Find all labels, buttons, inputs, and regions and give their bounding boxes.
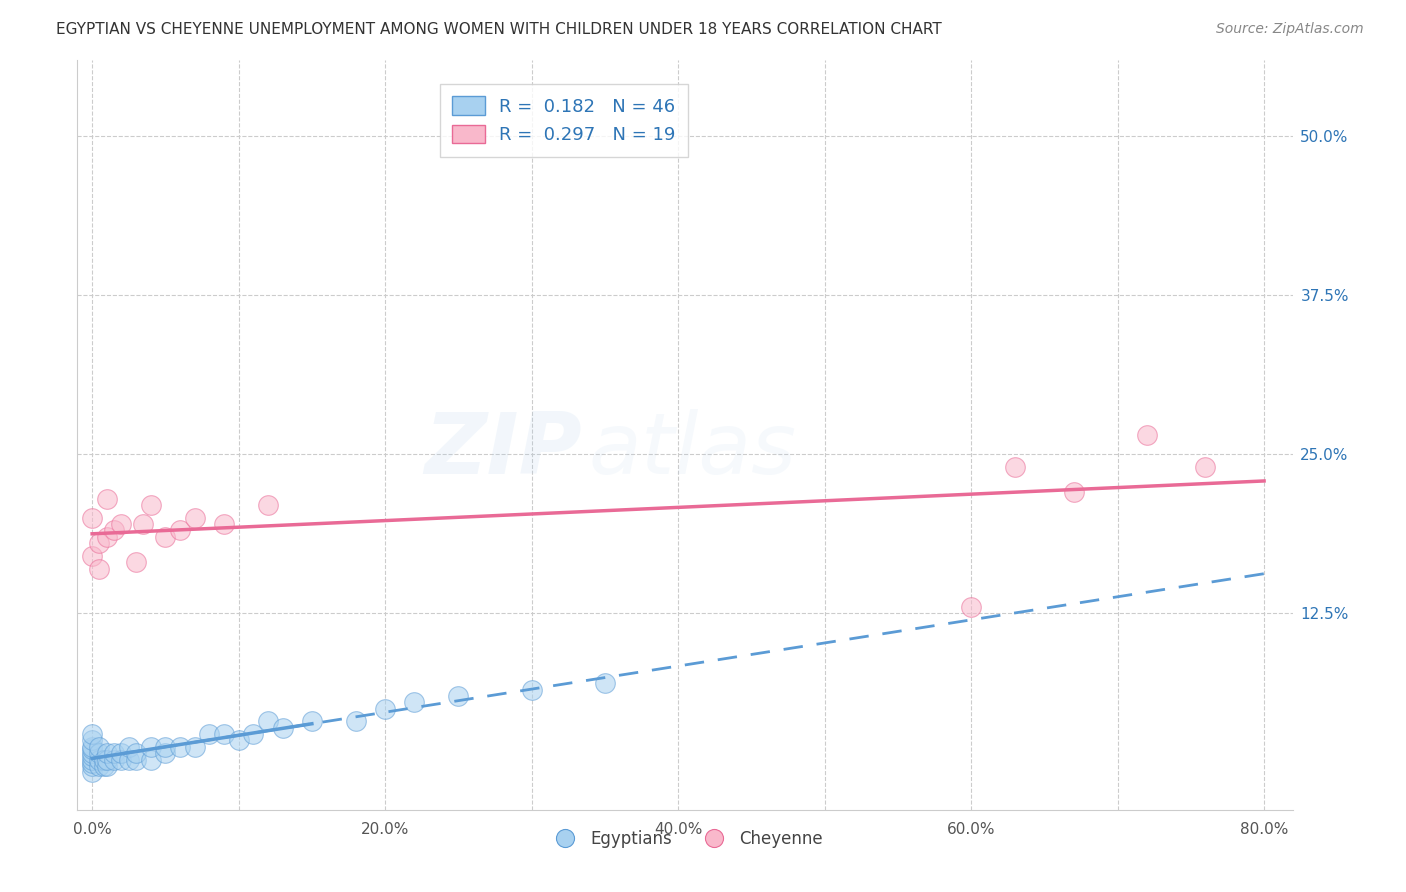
Text: Source: ZipAtlas.com: Source: ZipAtlas.com <box>1216 22 1364 37</box>
Point <box>155 739 177 754</box>
Point <box>93 759 115 773</box>
Point <box>125 555 148 569</box>
Point <box>1004 459 1026 474</box>
Point <box>82 549 104 563</box>
Point <box>228 733 250 747</box>
Point <box>125 746 148 760</box>
Point <box>520 682 543 697</box>
Point <box>110 746 132 760</box>
Point <box>96 759 118 773</box>
Point <box>82 756 104 771</box>
Point <box>110 517 132 532</box>
Point <box>89 536 111 550</box>
Point <box>96 753 118 767</box>
Point <box>82 759 104 773</box>
Point <box>183 510 205 524</box>
Point <box>593 676 616 690</box>
Point <box>1136 428 1159 442</box>
Text: EGYPTIAN VS CHEYENNE UNEMPLOYMENT AMONG WOMEN WITH CHILDREN UNDER 18 YEARS CORRE: EGYPTIAN VS CHEYENNE UNEMPLOYMENT AMONG … <box>56 22 942 37</box>
Point <box>257 498 280 512</box>
Point <box>82 746 104 760</box>
Point <box>447 689 470 703</box>
Point <box>155 530 177 544</box>
Text: atlas: atlas <box>588 409 796 491</box>
Point <box>89 753 111 767</box>
Legend: Egyptians, Cheyenne: Egyptians, Cheyenne <box>541 823 830 855</box>
Point <box>257 714 280 729</box>
Point <box>139 739 162 754</box>
Point <box>960 599 983 614</box>
Point <box>198 727 221 741</box>
Point <box>169 739 191 754</box>
Point <box>82 727 104 741</box>
Point <box>301 714 323 729</box>
Point <box>103 746 125 760</box>
Point <box>374 701 396 715</box>
Point <box>89 746 111 760</box>
Point <box>82 739 104 754</box>
Point <box>1194 459 1216 474</box>
Point <box>183 739 205 754</box>
Point <box>82 765 104 780</box>
Point <box>1063 485 1085 500</box>
Point <box>125 753 148 767</box>
Point <box>139 498 162 512</box>
Point <box>212 727 235 741</box>
Point <box>82 510 104 524</box>
Point <box>93 753 115 767</box>
Point <box>118 753 141 767</box>
Point <box>96 530 118 544</box>
Point <box>103 753 125 767</box>
Point <box>118 739 141 754</box>
Point <box>96 491 118 506</box>
Point <box>103 524 125 538</box>
Point <box>139 753 162 767</box>
Point <box>212 517 235 532</box>
Point <box>169 524 191 538</box>
Point <box>110 753 132 767</box>
Point <box>132 517 155 532</box>
Point <box>404 695 426 709</box>
Point <box>96 746 118 760</box>
Point <box>82 753 104 767</box>
Point <box>344 714 367 729</box>
Text: ZIP: ZIP <box>425 409 582 491</box>
Point <box>82 733 104 747</box>
Point <box>82 742 104 756</box>
Point <box>242 727 264 741</box>
Point <box>89 739 111 754</box>
Point <box>89 759 111 773</box>
Point <box>82 748 104 763</box>
Point <box>89 562 111 576</box>
Point <box>155 746 177 760</box>
Point <box>271 721 294 735</box>
